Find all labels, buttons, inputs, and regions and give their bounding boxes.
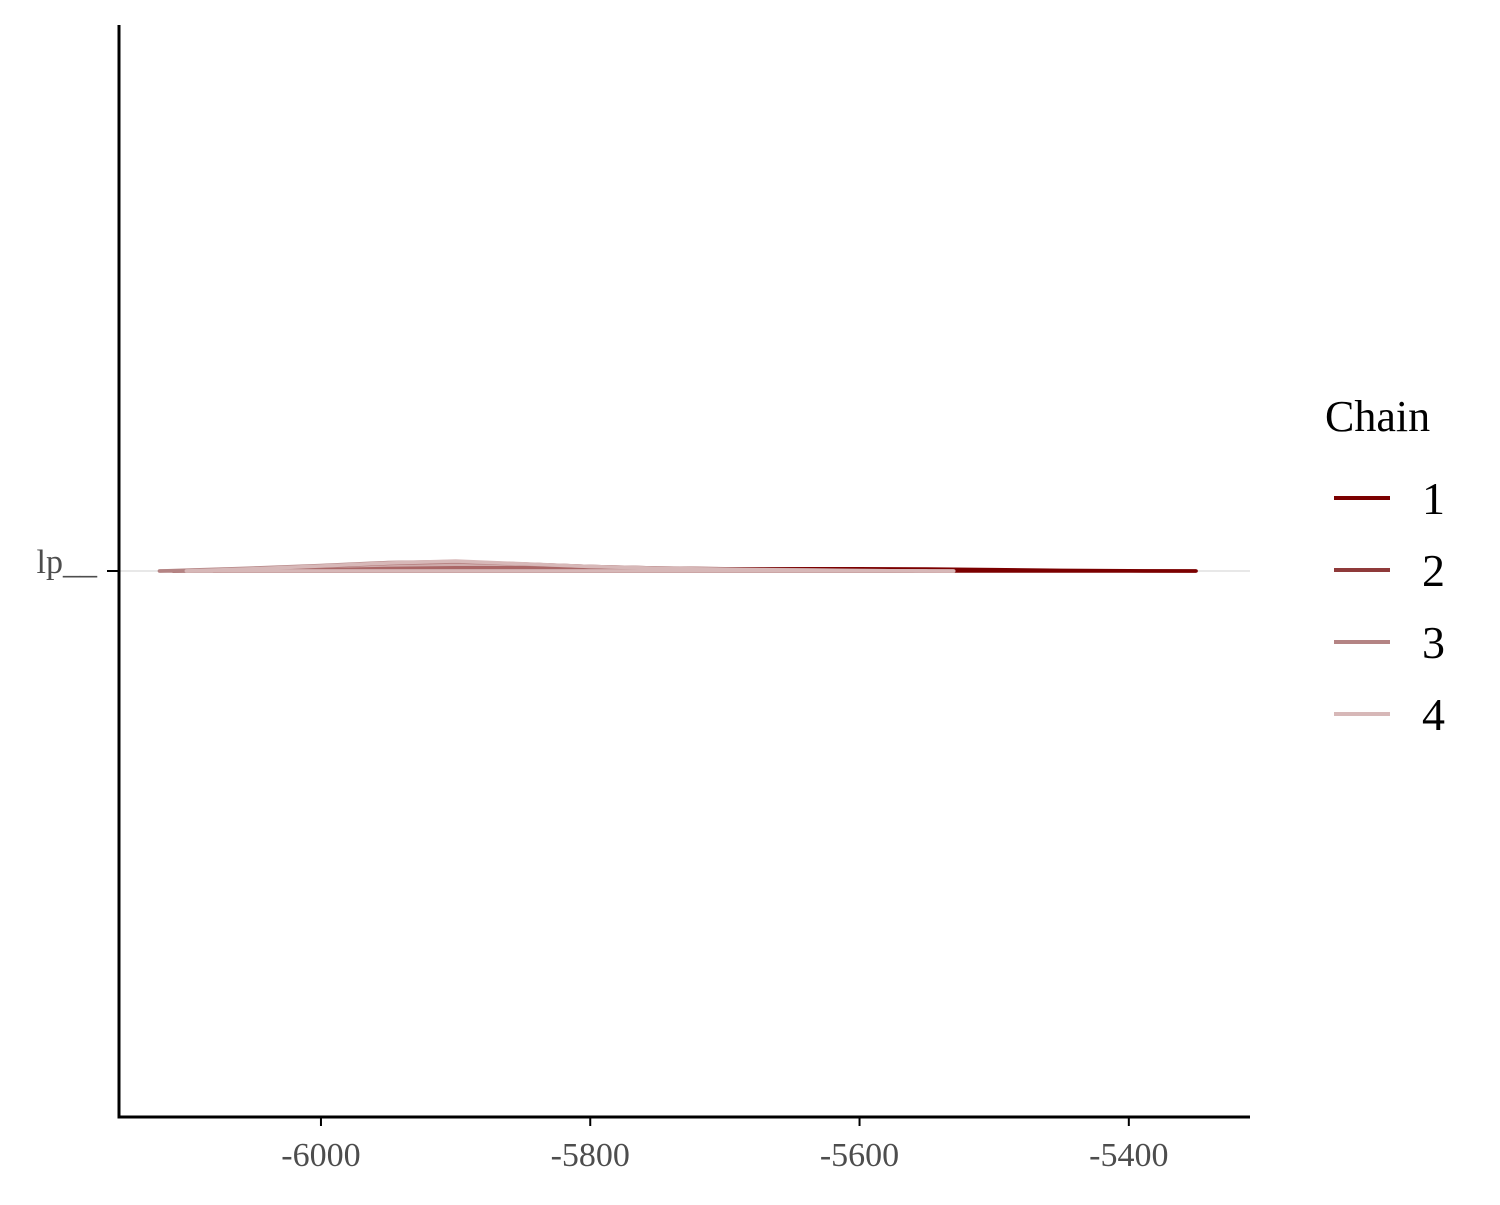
legend-label-chain-1: 1: [1422, 473, 1445, 524]
x-tick-label: -5800: [551, 1137, 630, 1174]
density-layer: [157, 559, 1198, 573]
legend-label-chain-2: 2: [1422, 545, 1445, 596]
x-axis-ticks: -6000 -5800 -5600 -5400: [281, 1117, 1168, 1174]
legend-label-chain-4: 4: [1422, 689, 1445, 740]
legend-label-chain-3: 3: [1422, 617, 1445, 668]
x-tick-label: -6000: [281, 1137, 360, 1174]
x-tick-label: -5600: [820, 1137, 899, 1174]
legend-title: Chain: [1325, 392, 1430, 441]
y-tick-label: lp__: [37, 544, 98, 581]
x-tick-label: -5400: [1089, 1137, 1168, 1174]
y-axis-ticks: lp__: [37, 544, 119, 581]
legend: 1 2 3 4: [1334, 473, 1445, 740]
